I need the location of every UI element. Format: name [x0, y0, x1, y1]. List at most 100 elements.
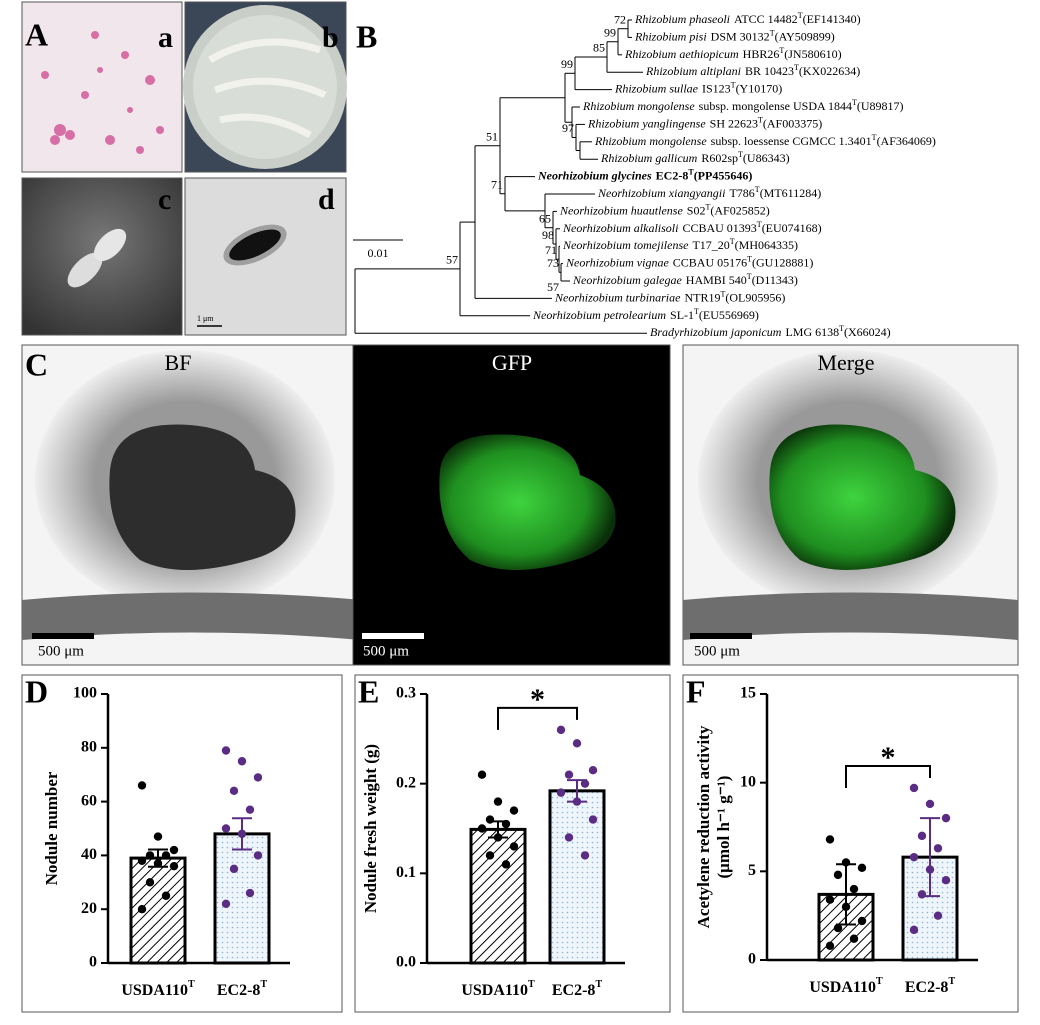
taxon-accession: (U86343)	[743, 151, 790, 165]
x-tick-label: EC2-8T	[217, 979, 268, 998]
data-point	[825, 835, 835, 844]
photo-merge	[682, 344, 1019, 666]
data-point	[941, 813, 951, 823]
bootstrap: 98	[542, 228, 554, 242]
category: USDA110	[461, 982, 528, 999]
taxon-name: Rhizobium pisi	[634, 29, 707, 43]
error-bar	[232, 817, 252, 851]
sublabel: d	[318, 183, 335, 216]
type-mark: T	[755, 185, 760, 194]
scale-label: 500 μm	[694, 643, 740, 659]
data-point	[909, 925, 919, 935]
data-point	[825, 941, 835, 951]
taxon-label: Rhizobium altiplani BR 10423T(KX022634)	[645, 63, 860, 78]
data-point	[564, 770, 574, 779]
type-mark: T	[738, 150, 743, 159]
data-point	[941, 876, 951, 885]
taxon-name: Neorhizobium huautlense	[559, 203, 683, 217]
taxon-accession: (KX022634)	[799, 64, 860, 78]
data-point	[909, 783, 919, 793]
type-mark: T	[839, 324, 844, 333]
taxon-label: Rhizobium mongolense subsp. loessense CGM…	[594, 133, 936, 148]
taxon-label: Rhizobium pisi DSM 30132T(AY509899)	[634, 28, 835, 43]
data-point	[580, 851, 590, 860]
bootstrap: 72	[614, 12, 626, 26]
panel-frame	[682, 674, 1019, 1013]
y-tick-label: 0.1	[396, 864, 416, 881]
taxon-label: Neorhizobium galegae HAMBI 540T(D11343)	[572, 272, 798, 287]
taxon-strain: BR 10423	[745, 64, 794, 78]
x-tick-label: USDA110T	[809, 976, 883, 995]
data-point	[169, 861, 179, 871]
taxon-accession: (AF025852)	[710, 203, 769, 217]
panel-frame	[354, 674, 671, 1013]
photo-gfp	[352, 344, 671, 666]
type-mark: T	[705, 202, 710, 211]
taxon-label: Neorhizobium turbinariae NTR19T(OL905956)	[554, 289, 785, 304]
type-mark: T	[794, 63, 799, 72]
significance-bracket	[497, 706, 578, 730]
y-tick-label: 100	[73, 685, 97, 702]
data-point	[933, 911, 943, 920]
taxon-strain: subsp. loessense CGMCC 1.3401	[711, 134, 872, 148]
panel-label: C	[25, 346, 48, 382]
taxon-accession: (GU128881)	[752, 255, 813, 269]
y-tick-label: 15	[740, 685, 756, 702]
taxon-strain: SH 22623	[710, 116, 758, 130]
y-axis-label: Nodule number	[42, 771, 61, 885]
bootstrap: 99	[561, 57, 573, 71]
bootstrap: 71	[491, 177, 503, 191]
x-tick-label: USDA110T	[121, 979, 195, 998]
taxon-strain: ATCC 14482	[734, 12, 798, 26]
panel-label: B	[356, 18, 377, 54]
category: EC2-8	[217, 982, 261, 999]
taxon-strain: NTR19	[684, 290, 720, 304]
sublabel: a	[158, 21, 173, 54]
scale-bar	[690, 633, 752, 639]
taxon-name: Rhizobium phaseoli	[634, 12, 730, 26]
panel-label: A	[25, 16, 48, 52]
data-point	[221, 899, 231, 909]
data-point	[253, 851, 263, 860]
taxon-label: Neorhizobium tomejilense T17_20T(MH064335…	[562, 237, 798, 252]
data-point	[909, 852, 919, 862]
taxon-accession: (MH064335)	[735, 238, 798, 252]
photo-bf	[21, 344, 363, 666]
y-tick-label: 0.2	[396, 774, 416, 791]
taxon-name: Rhizobium gallicum	[600, 151, 698, 165]
taxon-name: Rhizobium mongolense	[582, 99, 695, 113]
taxon-accession: (EF141340)	[803, 12, 861, 26]
data-point	[588, 815, 598, 824]
type-mark: T	[720, 289, 725, 298]
tree-scale: 0.01	[368, 246, 389, 260]
type-mark: T	[876, 976, 883, 987]
panel-title: GFP	[492, 350, 532, 375]
type-mark: T	[688, 167, 694, 176]
taxon-name: Rhizobium yanglingense	[587, 116, 706, 130]
panel-title: BF	[165, 350, 192, 375]
taxon-accession: (PP455646)	[694, 168, 753, 182]
sublabel: b	[322, 21, 339, 54]
photo-a	[21, 1, 183, 173]
data-point	[588, 766, 598, 775]
data-point	[493, 797, 503, 806]
type-mark: T	[757, 220, 762, 229]
error-bar	[836, 863, 856, 926]
type-mark: T	[798, 11, 803, 20]
taxon-name: Neorhizobium vignae	[565, 255, 669, 269]
panel-title: Merge	[817, 350, 874, 375]
taxon-accession: (EU556969)	[699, 308, 759, 322]
taxon-strain: T786	[729, 186, 754, 200]
error-bar	[567, 779, 587, 803]
taxon-label: Rhizobium mongolense subsp. mongolense US…	[582, 98, 904, 113]
taxon-strain: CCBAU 05176	[673, 255, 747, 269]
bootstrap: 57	[547, 280, 559, 294]
taxon-name: Neorhizobium alkalisoli	[562, 221, 678, 235]
type-mark: T	[852, 98, 857, 107]
data-point	[229, 786, 239, 796]
taxon-strain: HBR26	[743, 47, 780, 61]
data-point	[509, 842, 519, 851]
taxon-name: Rhizobium sullae	[614, 81, 699, 95]
bootstrap: 57	[446, 253, 458, 267]
